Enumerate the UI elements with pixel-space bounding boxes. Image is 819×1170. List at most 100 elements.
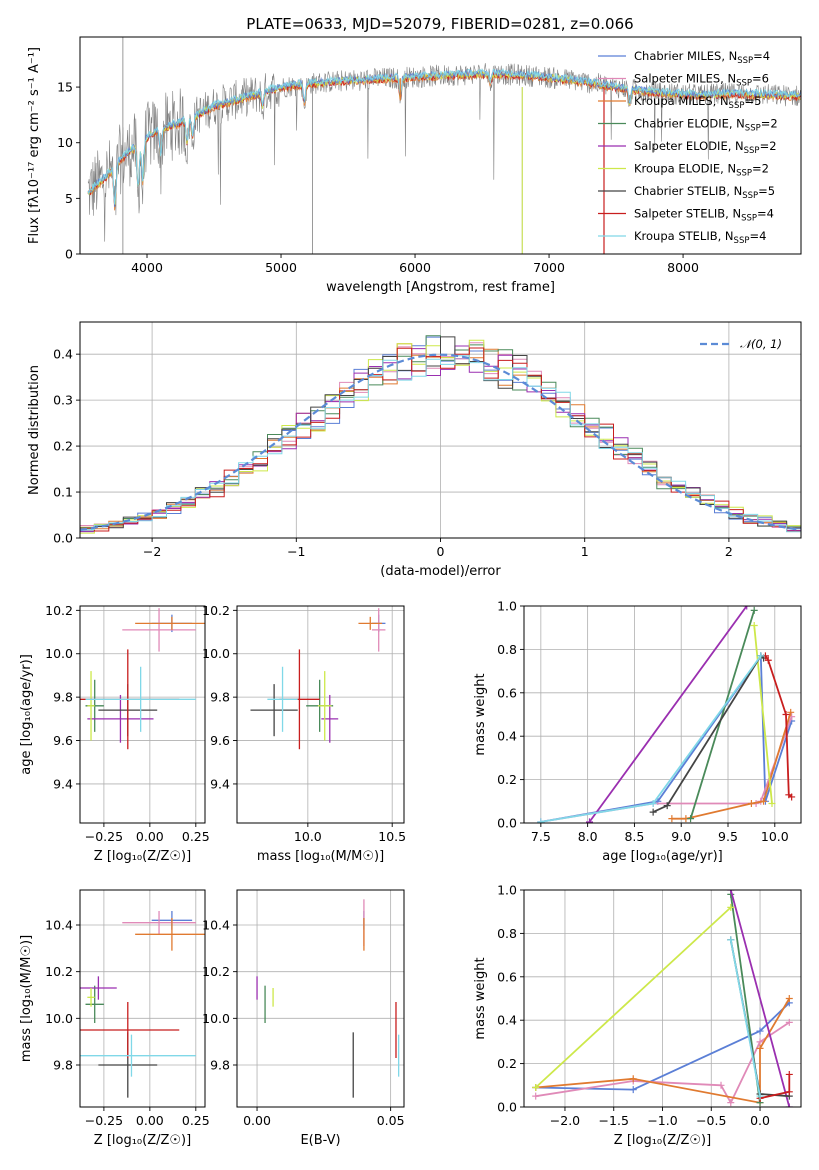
x-tick-label: 0.00 [136,1113,164,1128]
legend-text: Kroupa STELIB, N [634,229,734,243]
y-tick-label: 10.4 [45,918,73,933]
axes-frame [236,889,405,1108]
y-tick-label: 9.8 [53,690,73,705]
weight-marker-sa_stelib [782,711,790,718]
x-axis-label: Z [log₁₀(Z/Z☉)] [94,849,191,864]
errorbars [250,608,386,750]
weight-marker-kr_stelib [537,818,545,823]
errorbars [80,911,205,1098]
y-tick-label: 1.0 [497,883,517,898]
legend-tail: =4 [753,49,770,63]
x-tick-label: 7.5 [531,829,551,844]
y-tick-label: 0.1 [53,485,73,500]
x-axis-label: E(B-V) [300,1133,340,1148]
z-age-panel: −0.25 0.00 0.25 9.4 9.6 9.8 10.0 10.2 Z [log₁₀(Z… [19,603,210,864]
y-tick-label: 10 [57,135,73,150]
legend-tail: =5 [758,184,775,198]
x-tick-label: −1 [287,544,305,559]
axes-frame [79,889,206,1108]
y-tick-label: 10.0 [45,1011,73,1026]
legend-tail: =6 [752,72,769,86]
histograms [80,335,801,534]
x-tick-label: 5000 [265,260,297,275]
y-tick-label: 10.2 [202,964,230,979]
x-tick-label: 0.25 [182,1113,210,1128]
x-tick-label: −0.5 [696,1113,726,1128]
legend-label: Kroupa ELODIE, NSSP=2 [634,162,769,179]
legend-text: Kroupa MILES, N [634,94,729,108]
x-tick-label: 0.0 [750,1113,770,1128]
x-tick-label: −0.25 [85,1113,123,1128]
legend-label: Chabrier MILES, NSSP=4 [634,49,770,66]
x-tick-label: 10.5 [378,829,406,844]
weight-marker-sa_elodie [586,818,594,823]
errorbars [80,608,205,750]
y-tick-label: 10.0 [202,646,230,661]
y-tick-label: 0.2 [497,1056,517,1071]
weight-line-ch_miles [540,653,793,823]
weight-marker-ch_stelib [663,802,671,810]
y-tick-label: 0.8 [497,642,517,657]
weight-marker-sa_elodie [743,606,751,610]
y-tick-label: 9.6 [210,733,230,748]
legend-text: Salpeter ELODIE, N [634,139,744,153]
weight-line-ch_stelib [652,654,765,813]
weight-marker-sa_stelib [785,1070,793,1078]
weight-marker-sa_stelib [788,793,796,801]
y-tick-label: 10.0 [45,646,73,661]
y-tick-label: 0.0 [497,816,517,831]
weight-marker-kr_stelib [727,936,735,944]
legend-sub: SSP [729,101,745,111]
weight-line-ch_elodie [689,610,756,819]
histogram-ch_stelib [80,336,801,531]
x-tick-label: 9.0 [671,829,691,844]
x-tick-label: 8000 [667,260,699,275]
z-mass-panel: −0.25 0.00 0.25 9.8 10.0 10.2 10.4 Z [log₁₀(Z/Z… [19,889,210,1148]
axes-frame [79,36,802,255]
legend-text: Chabrier MILES, N [634,49,737,63]
legend-text: Chabrier ELODIE, N [634,117,745,131]
weight-line-kr_elodie [753,625,773,804]
age-weight-panel: 7.5 8.0 8.5 9.0 9.5 10.0 0.0 0.2 0.4 0.6 0.8 1.0 age… [473,599,802,864]
x-axis-label: Z [log₁₀(Z/Z☉)] [94,1133,191,1148]
y-tick-label: 9.6 [53,733,73,748]
weight-marker-kr_elodie [750,622,758,630]
y-axis-label: Flux [fλ10⁻¹⁷ erg cm⁻² s⁻¹ A⁻¹] [27,47,42,244]
axes-frame [79,605,206,824]
y-tick-label: 9.8 [53,1058,73,1073]
x-axis-label: age [log₁₀(age/yr)] [602,849,723,864]
legend-sub: SSP [736,79,752,89]
y-tick-label: 10.2 [202,603,230,618]
y-tick-label: 10.2 [45,964,73,979]
weight-marker-kr_elodie [768,799,776,807]
weight-line-kr_stelib [729,939,761,1097]
weight-marker-kr_elodie [532,1083,540,1091]
weight-marker-ch_elodie [750,606,758,614]
y-tick-label: 0.2 [497,772,517,787]
x-tick-label: 8.5 [624,829,644,844]
weight-marker-sa_elodie [727,890,735,894]
legend-tail: =5 [744,94,761,108]
x-tick-label: 2 [725,544,733,559]
weight-marker-kr_stelib [757,652,765,660]
spectrum-title: PLATE=0633, MJD=52079, FIBERID=0281, z=0… [246,15,633,33]
x-tick-label: −0.25 [85,829,123,844]
legend-label: Salpeter MILES, NSSP=6 [634,72,769,89]
model-spectrum-kr_stelib [87,67,801,205]
axes-frame [79,321,802,539]
legend-tail: =2 [761,117,778,131]
legend-sub: SSP [741,214,757,224]
weight-marker-kr_miles [787,708,795,716]
legend-label: Chabrier ELODIE, NSSP=2 [634,117,778,134]
legend-tail: =4 [749,229,766,243]
x-axis-label: wavelength [Angstrom, rest frame] [326,280,555,295]
y-tick-label: 10.0 [202,1011,230,1026]
y-axis-label: age [log₁₀(age/yr)] [19,654,34,775]
x-tick-label: 0.25 [182,829,210,844]
y-axis-label: mass weight [473,673,488,755]
y-axis-label: mass weight [473,957,488,1039]
x-tick-label: −1.5 [599,1113,629,1128]
weight-marker-sa_miles [785,1018,793,1026]
weight-marker-kr_miles [747,799,755,807]
